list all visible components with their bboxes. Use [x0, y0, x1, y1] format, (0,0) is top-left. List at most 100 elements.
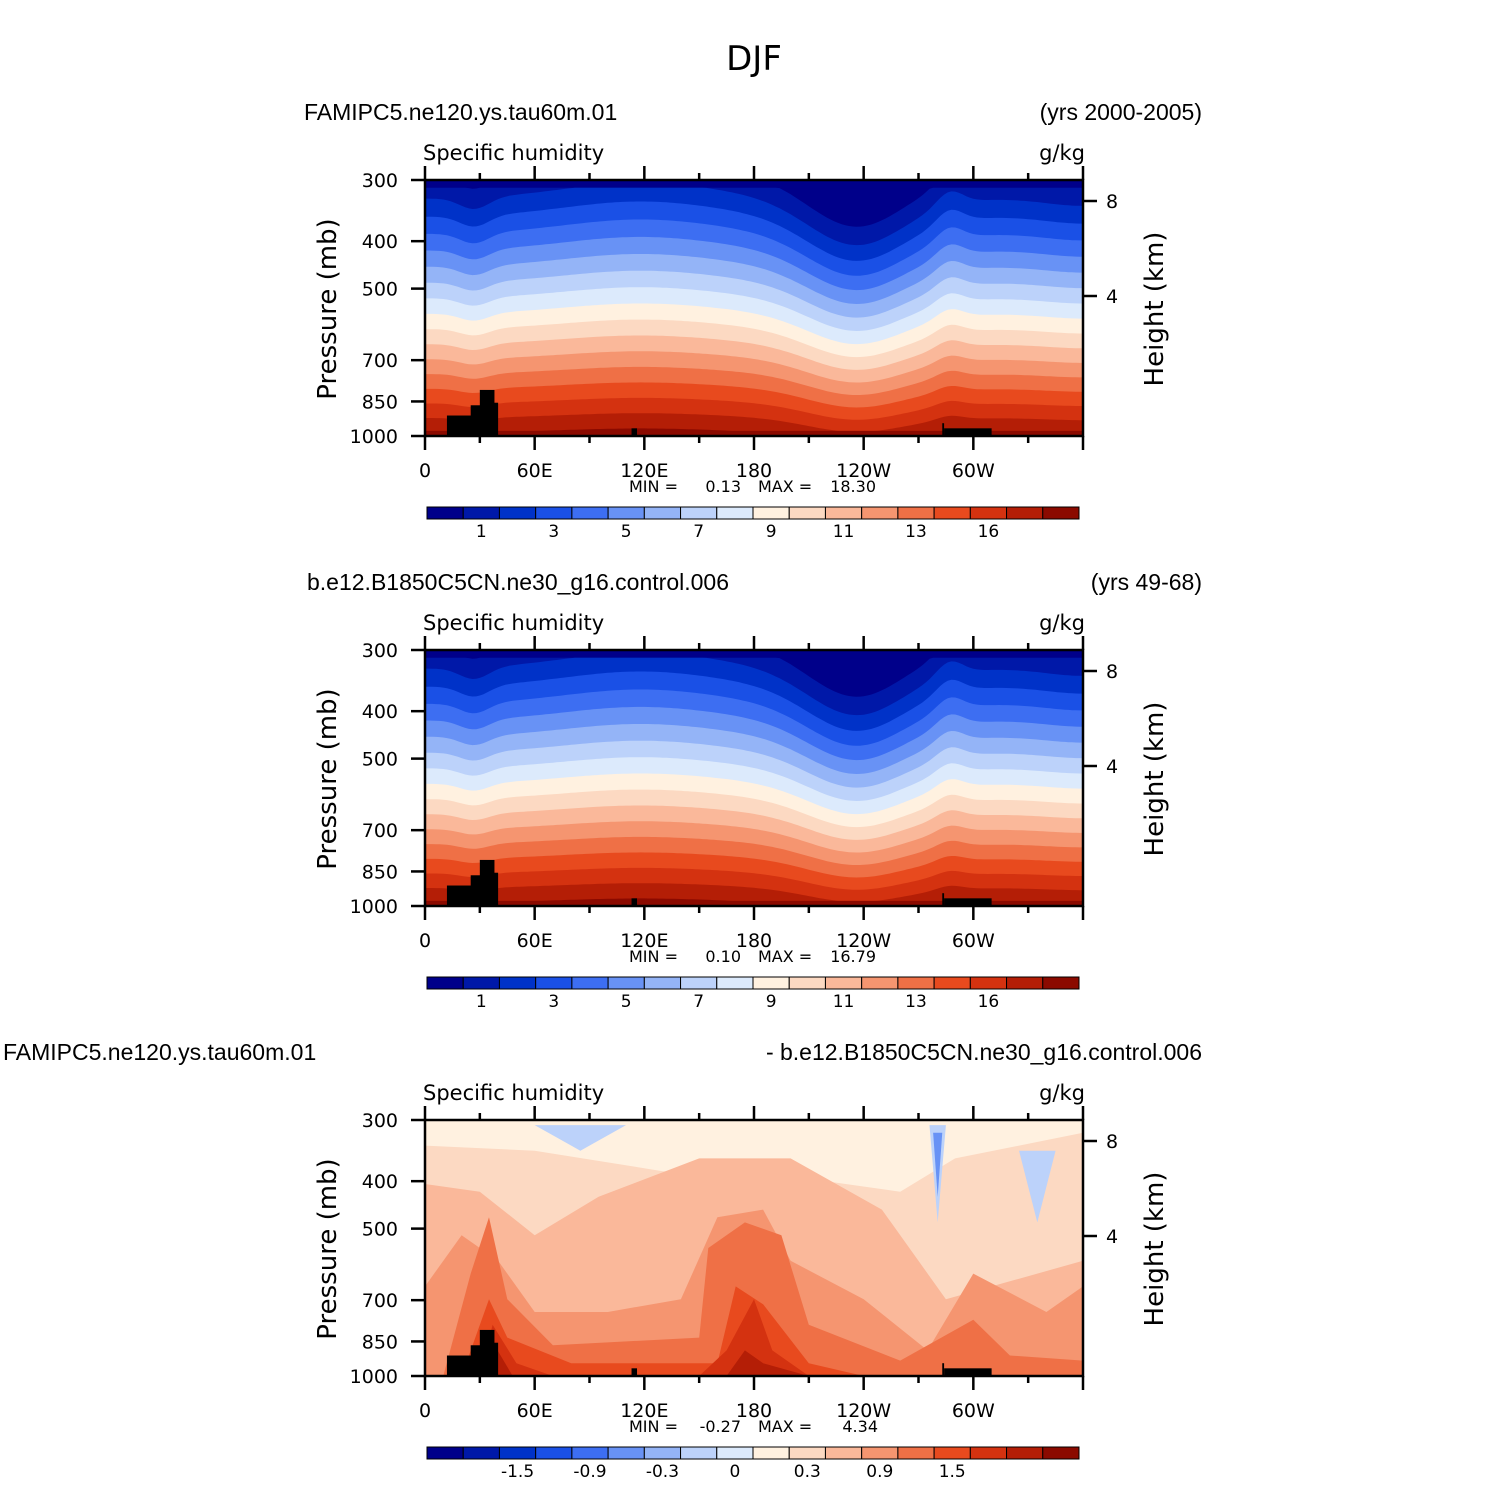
colorbar-swatch	[535, 506, 573, 520]
x-tick-label: 60W	[952, 460, 995, 482]
colorbar-label: 13	[905, 992, 927, 1012]
colorbar-swatch	[969, 506, 1008, 520]
colorbar-swatch	[788, 976, 826, 990]
colorbar-swatch	[897, 1446, 935, 1460]
colorbar-label: 3	[548, 522, 559, 542]
colorbar-swatch	[933, 1446, 971, 1460]
colorbar-swatch	[426, 1446, 464, 1460]
colorbar-swatch	[933, 506, 971, 520]
y-right-tick-label: 8	[1106, 661, 1118, 683]
x-tick-label: 120W	[836, 460, 891, 482]
colorbar-swatch	[1006, 976, 1044, 990]
colorbar-swatch	[571, 506, 609, 520]
colorbar-label: 0.9	[866, 1462, 893, 1482]
colorbar-swatch	[1042, 506, 1080, 520]
panel-1: FAMIPC5.ne120.ys.tau60m.01 (yrs 2000-2005…	[304, 99, 1202, 542]
colorbar-swatch	[462, 506, 500, 520]
y-right-axis-title: Height (km)	[1140, 1172, 1170, 1327]
y-tick-label: 700	[362, 1290, 398, 1312]
topography-mask	[446, 389, 992, 436]
max-value: 16.79	[830, 947, 876, 966]
colorbar-swatch	[788, 506, 826, 520]
contour-field	[425, 180, 1083, 436]
topography-mask	[446, 859, 992, 906]
colorbar-swatch	[571, 1446, 609, 1460]
y-right-tick-label: 4	[1106, 286, 1118, 308]
colorbar-swatch	[680, 506, 718, 520]
colorbar-swatch	[607, 976, 645, 990]
colorbar-swatch	[1006, 1446, 1044, 1460]
x-tick-label: 180	[736, 460, 772, 482]
min-label: MIN =	[629, 1417, 678, 1436]
x-tick-label: 120E	[620, 1400, 668, 1422]
y-right-tick-label: 4	[1106, 1226, 1118, 1248]
colorbar-label: 3	[548, 992, 559, 1012]
min-value: -0.27	[700, 1417, 741, 1436]
colorbar-swatch	[426, 976, 464, 990]
colorbar-label: 0.3	[794, 1462, 821, 1482]
contour-field	[425, 650, 1083, 906]
min-label: MIN =	[629, 947, 678, 966]
colorbar-swatch	[897, 976, 935, 990]
y-tick-label: 850	[362, 391, 398, 413]
colorbar-swatch	[752, 976, 790, 990]
figure-title: DJF	[726, 39, 782, 79]
y-right-tick-label: 8	[1106, 191, 1118, 213]
x-tick-label: 60E	[517, 460, 553, 482]
y-right-tick-label: 4	[1106, 756, 1118, 778]
units-label: g/kg	[1039, 141, 1085, 165]
panel-left-title: b.e12.B1850C5CN.ne30_g16.control.006	[307, 569, 729, 595]
y-axis-title: Pressure (mb)	[313, 688, 343, 869]
panel-right-title: - b.e12.B1850C5CN.ne30_g16.control.006	[766, 1039, 1202, 1065]
colorbar-swatch	[861, 976, 899, 990]
panel-left-title: FAMIPC5.ne120.ys.tau60m.01	[3, 1039, 316, 1065]
y-right-axis-title: Height (km)	[1140, 702, 1170, 857]
panel-left-title: FAMIPC5.ne120.ys.tau60m.01	[304, 99, 617, 125]
x-tick-label: 60E	[517, 930, 553, 952]
colorbar-swatch	[535, 1446, 573, 1460]
colorbar-label: 11	[833, 992, 855, 1012]
x-tick-label: 0	[419, 460, 431, 482]
colorbar-label: 5	[621, 522, 632, 542]
colorbar-swatch	[426, 506, 464, 520]
min-value: 0.10	[705, 947, 741, 966]
y-tick-label: 300	[362, 1110, 398, 1132]
colorbar-swatch	[897, 506, 935, 520]
panels: FAMIPC5.ne120.ys.tau60m.01 (yrs 2000-2005…	[3, 99, 1202, 1482]
y-tick-label: 500	[362, 279, 398, 301]
colorbar-label: 11	[833, 522, 855, 542]
units-label: g/kg	[1039, 1081, 1085, 1105]
colorbar-label: -0.9	[573, 1462, 606, 1482]
colorbar-swatch	[607, 506, 645, 520]
colorbar-label: 7	[693, 522, 704, 542]
x-tick-label: 180	[736, 1400, 772, 1422]
y-right-tick-label: 8	[1106, 1131, 1118, 1153]
colorbar-swatch	[824, 976, 863, 990]
colorbar-swatch	[969, 976, 1008, 990]
y-tick-label: 300	[362, 640, 398, 662]
colorbar-label: -1.5	[501, 1462, 534, 1482]
y-tick-label: 500	[362, 749, 398, 771]
max-value: 4.34	[842, 1417, 878, 1436]
y-axis-title: Pressure (mb)	[313, 218, 343, 399]
colorbar-swatch	[462, 976, 500, 990]
colorbar-swatch	[752, 1446, 790, 1460]
y-tick-label: 1000	[350, 426, 398, 448]
y-tick-label: 400	[362, 1171, 398, 1193]
colorbar-swatch	[462, 1446, 500, 1460]
x-tick-label: 120E	[620, 930, 668, 952]
max-value: 18.30	[830, 477, 876, 496]
colorbar-swatch	[716, 506, 754, 520]
colorbar-swatch	[571, 976, 609, 990]
colorbar-label: 7	[693, 992, 704, 1012]
x-tick-label: 120W	[836, 1400, 891, 1422]
colorbar-swatch	[1042, 1446, 1080, 1460]
colorbar-swatch	[716, 976, 754, 990]
y-right-axis-title: Height (km)	[1140, 232, 1170, 387]
max-label: MAX =	[758, 947, 812, 966]
y-tick-label: 400	[362, 231, 398, 253]
colorbar-swatch	[643, 976, 682, 990]
colorbar-swatch	[498, 976, 537, 990]
colorbar-swatch	[535, 976, 573, 990]
